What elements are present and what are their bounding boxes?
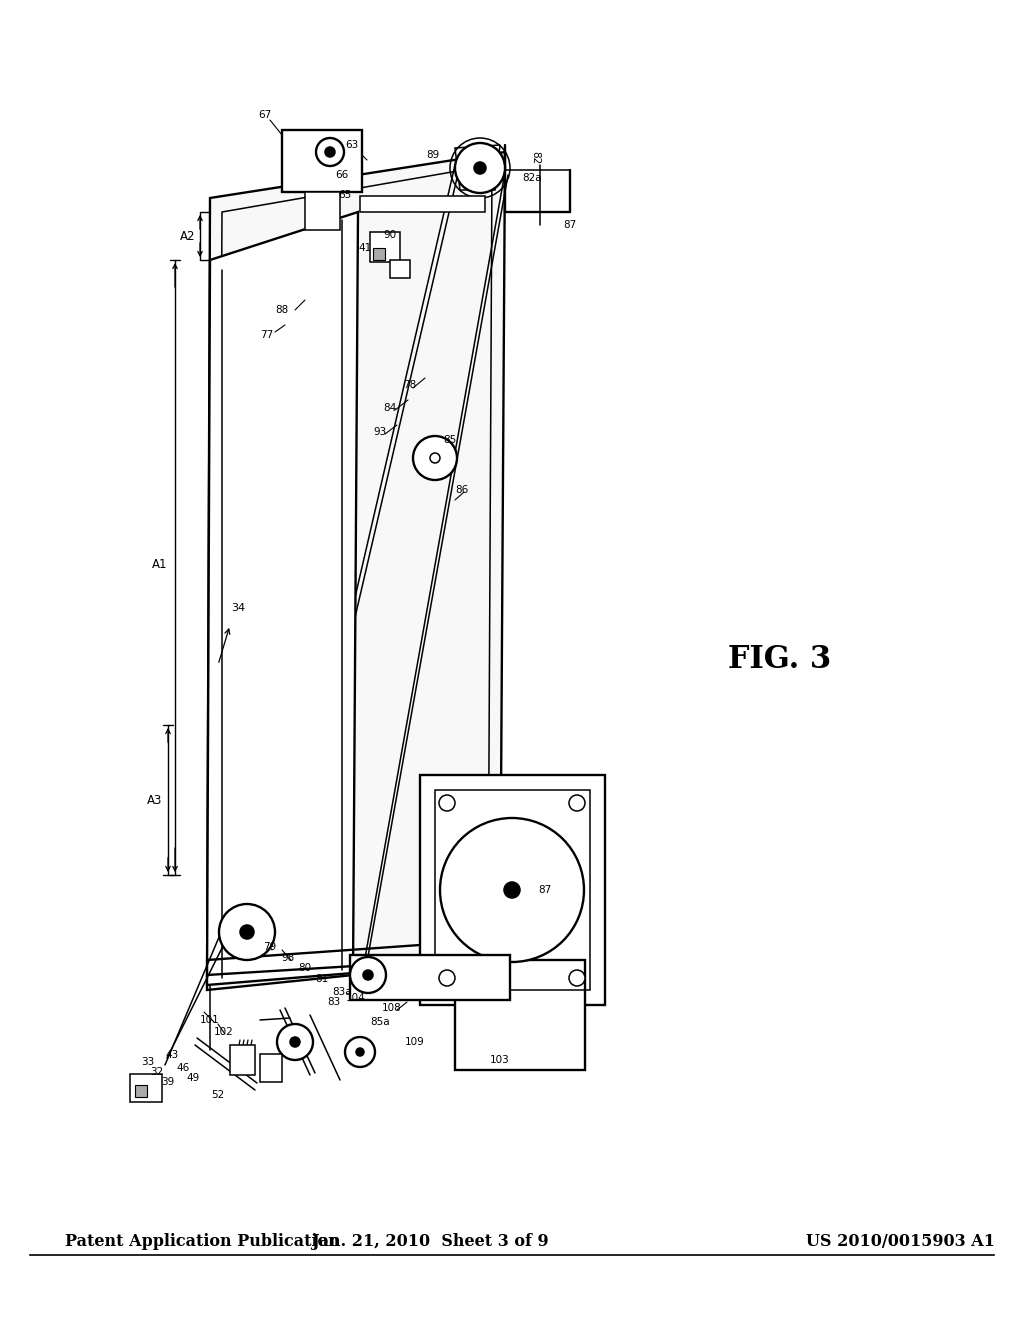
Circle shape — [345, 1038, 375, 1067]
Circle shape — [439, 795, 455, 810]
Bar — [370, 232, 400, 261]
Circle shape — [350, 957, 386, 993]
Text: 103: 103 — [490, 1055, 510, 1065]
Text: 82: 82 — [530, 152, 540, 165]
Circle shape — [356, 1048, 364, 1056]
Circle shape — [278, 1024, 313, 1060]
Text: A3: A3 — [147, 793, 163, 807]
Circle shape — [455, 143, 505, 193]
Bar — [305, 191, 340, 230]
Text: 39: 39 — [162, 1077, 175, 1086]
Text: A2: A2 — [180, 230, 196, 243]
Text: 82a: 82a — [522, 173, 542, 183]
Circle shape — [316, 139, 344, 166]
Circle shape — [504, 882, 520, 898]
Bar — [130, 1074, 162, 1102]
Text: 77: 77 — [260, 330, 273, 341]
Text: 109: 109 — [406, 1038, 425, 1047]
Bar — [420, 775, 605, 1005]
Text: 65: 65 — [338, 190, 351, 201]
Text: 85: 85 — [443, 436, 457, 445]
Bar — [435, 789, 590, 990]
Text: 79: 79 — [263, 942, 276, 952]
Circle shape — [474, 162, 486, 174]
Text: 78: 78 — [403, 380, 417, 389]
Circle shape — [362, 970, 373, 979]
Text: 46: 46 — [176, 1063, 189, 1073]
Circle shape — [325, 147, 335, 157]
Text: 33: 33 — [141, 1057, 155, 1067]
Bar — [350, 954, 510, 1001]
Text: 93: 93 — [374, 426, 387, 437]
Text: 102: 102 — [214, 1027, 233, 1038]
Circle shape — [440, 818, 584, 962]
Text: 41: 41 — [358, 243, 372, 253]
Text: 84: 84 — [383, 403, 396, 413]
Polygon shape — [207, 213, 358, 985]
Text: FIG. 3: FIG. 3 — [728, 644, 831, 676]
Bar — [230, 1045, 255, 1074]
Text: 43: 43 — [165, 1049, 178, 1060]
Text: Jan. 21, 2010  Sheet 3 of 9: Jan. 21, 2010 Sheet 3 of 9 — [311, 1233, 549, 1250]
Circle shape — [290, 1038, 300, 1047]
Circle shape — [569, 970, 585, 986]
Text: 104: 104 — [346, 993, 366, 1003]
Text: US 2010/0015903 A1: US 2010/0015903 A1 — [806, 1233, 994, 1250]
Bar — [455, 960, 585, 1071]
Text: 81: 81 — [315, 974, 329, 983]
Text: 83a: 83a — [332, 987, 352, 997]
Polygon shape — [207, 152, 505, 990]
Circle shape — [569, 795, 585, 810]
Text: 52: 52 — [211, 1090, 224, 1100]
Text: 108: 108 — [382, 1003, 401, 1012]
Circle shape — [439, 970, 455, 986]
Circle shape — [219, 904, 275, 960]
Text: 90: 90 — [383, 230, 396, 240]
Bar — [390, 260, 410, 279]
Text: 85a: 85a — [371, 1016, 390, 1027]
Text: 63: 63 — [345, 140, 358, 150]
Text: 88: 88 — [275, 305, 289, 315]
Circle shape — [413, 436, 457, 480]
Text: 80: 80 — [298, 964, 311, 973]
Text: Patent Application Publication: Patent Application Publication — [65, 1233, 340, 1250]
Polygon shape — [455, 145, 500, 190]
Bar — [282, 129, 362, 191]
Bar — [360, 195, 485, 213]
Text: 32: 32 — [151, 1067, 164, 1077]
Bar — [135, 1085, 147, 1097]
Text: 101: 101 — [200, 1015, 220, 1026]
Text: 98: 98 — [282, 953, 295, 964]
Text: 86: 86 — [456, 484, 469, 495]
Text: 89: 89 — [426, 150, 439, 160]
Text: 67: 67 — [258, 110, 271, 120]
Text: 66: 66 — [336, 170, 348, 180]
Text: 87: 87 — [563, 220, 577, 230]
Bar — [373, 248, 385, 260]
Text: 34: 34 — [231, 603, 245, 612]
Text: A1: A1 — [153, 558, 168, 572]
Text: 83: 83 — [328, 997, 341, 1007]
Text: 49: 49 — [186, 1073, 200, 1082]
Text: 87: 87 — [539, 884, 552, 895]
Circle shape — [240, 925, 254, 939]
Bar — [260, 1053, 282, 1082]
